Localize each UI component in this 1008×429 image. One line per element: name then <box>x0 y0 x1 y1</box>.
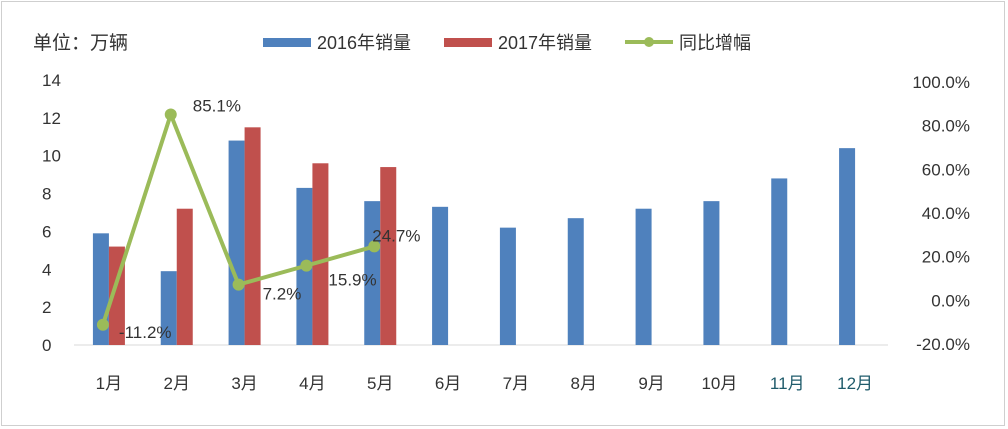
y-right-tick-label: 100.0% <box>912 73 970 92</box>
growth-line: -11.2% 85.1% 7.2% 15.9% 24.7% <box>96 97 420 342</box>
bar-2016 <box>228 140 245 345</box>
y-left-tick-label: 10 <box>42 147 61 166</box>
bar-2017 <box>244 127 261 345</box>
y-right-tick-label: 80.0% <box>922 117 970 136</box>
x-axis-ticks: 1月 2月 3月 4月 5月 6月 7月 8月 9月 10月 11月 12月 <box>96 374 873 393</box>
growth-point <box>368 240 381 253</box>
legend-label: 2016年销量 <box>317 33 411 53</box>
bar-2017 <box>312 163 329 345</box>
bar-2016 <box>635 208 652 345</box>
bar-2016 <box>160 271 177 345</box>
legend-swatch <box>444 38 492 47</box>
y-left-tick-label: 14 <box>42 71 61 90</box>
left-axis-ticks: 0 2 4 6 8 10 12 14 <box>42 71 61 355</box>
growth-point <box>164 108 177 121</box>
right-axis-ticks: -20.0% 0.0% 20.0% 40.0% 60.0% 80.0% 100.0% <box>912 73 970 354</box>
y-left-tick-label: 2 <box>42 298 51 317</box>
y-left-tick-label: 0 <box>42 336 51 355</box>
growth-point <box>96 318 109 331</box>
x-tick-label: 5月 <box>367 374 393 393</box>
bar-2016 <box>499 227 516 345</box>
x-tick-label: 7月 <box>503 374 529 393</box>
legend-marker <box>644 37 654 47</box>
y-left-tick-label: 12 <box>42 109 61 128</box>
bar-2016 <box>703 201 720 345</box>
y-right-tick-label: 0.0% <box>931 291 970 310</box>
growth-data-label: 7.2% <box>263 285 302 304</box>
growth-point <box>232 278 245 291</box>
bar-2016 <box>771 178 788 345</box>
bar-2017 <box>380 167 397 345</box>
x-tick-label: 3月 <box>231 374 257 393</box>
x-tick-label: 4月 <box>299 374 325 393</box>
bar-2017 <box>176 208 193 345</box>
y-right-tick-label: -20.0% <box>916 335 970 354</box>
y-right-tick-label: 40.0% <box>922 204 970 223</box>
x-tick-label: 6月 <box>435 374 461 393</box>
x-tick-label: 8月 <box>571 374 597 393</box>
x-tick-label: 10月 <box>701 374 737 393</box>
x-tick-label: 11月 <box>770 374 805 393</box>
growth-data-label: 15.9% <box>328 271 376 290</box>
y-right-tick-label: 60.0% <box>922 160 970 179</box>
y-left-tick-label: 6 <box>42 222 51 241</box>
bar-2016 <box>432 206 449 345</box>
legend-label: 2017年销量 <box>498 33 592 53</box>
bar-2016 <box>364 201 381 345</box>
legend: 2016年销量 2017年销量 同比增幅 <box>263 33 751 53</box>
legend-swatch <box>263 38 311 47</box>
bars <box>92 127 856 345</box>
unit-label: 单位：万辆 <box>33 32 128 54</box>
growth-data-label: -11.2% <box>119 323 172 342</box>
y-left-tick-label: 4 <box>42 260 51 279</box>
x-tick-label: 12月 <box>837 374 873 393</box>
legend-label: 同比增幅 <box>679 33 751 53</box>
x-tick-label: 2月 <box>164 374 190 393</box>
y-left-tick-label: 8 <box>42 185 51 204</box>
growth-point <box>300 259 313 272</box>
bar-2016 <box>839 148 856 345</box>
growth-data-label: 85.1% <box>193 97 241 116</box>
x-tick-label: 9月 <box>638 374 664 393</box>
bar-2016 <box>567 218 584 345</box>
x-tick-label: 1月 <box>96 374 122 393</box>
growth-data-label: 24.7% <box>372 226 420 245</box>
y-right-tick-label: 20.0% <box>922 248 970 267</box>
